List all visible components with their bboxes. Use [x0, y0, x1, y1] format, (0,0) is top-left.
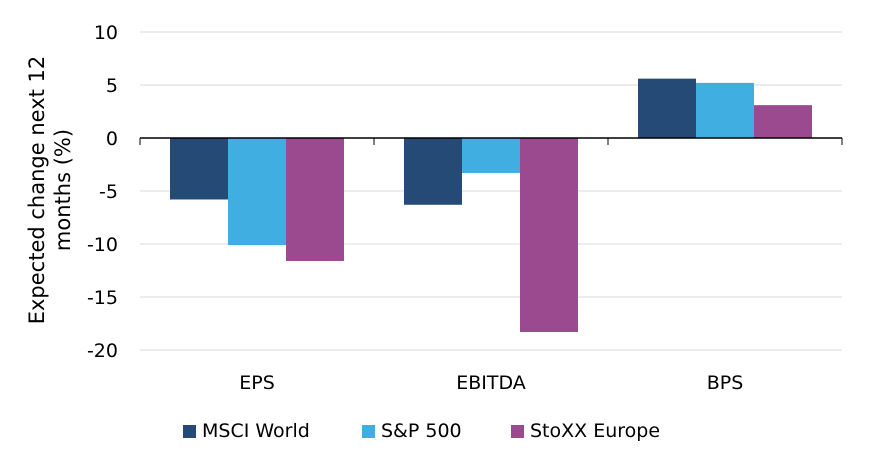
y-tick-labels: -20 -15 -10 -5 0 5 10	[87, 22, 118, 362]
legend-item-msci-world: MSCI World	[183, 418, 310, 444]
legend-label-stoxx-europe: StoXX Europe	[530, 420, 661, 442]
y-tick-label: -20	[87, 340, 118, 362]
legend-swatch-sp500	[362, 424, 375, 438]
legend-label-sp500: S&P 500	[381, 420, 462, 442]
y-tick-label: 10	[94, 22, 118, 44]
y-axis-title-line: Expected change next 12	[25, 56, 49, 325]
bar-eps-1	[228, 138, 286, 246]
x-category-label: EPS	[239, 372, 275, 394]
bar-ebitda-2	[520, 138, 578, 332]
x-category-label: BPS	[707, 372, 744, 394]
bar-bps-2	[754, 105, 812, 138]
bar-ebitda-1	[462, 138, 520, 173]
bar-bps-1	[696, 82, 754, 138]
bar-ebitda-0	[404, 138, 462, 205]
legend: MSCI World S&P 500 StoXX Europe	[0, 412, 876, 452]
bar-bps-0	[638, 78, 696, 138]
y-tick-label: 5	[106, 75, 118, 97]
y-axis-title: Expected change next 12months (%)	[25, 56, 75, 325]
legend-swatch-stoxx-europe	[511, 424, 524, 438]
legend-item-stoxx-europe: StoXX Europe	[511, 418, 660, 444]
y-tick-label: -10	[87, 234, 118, 256]
y-axis-title-line: months (%)	[51, 129, 75, 251]
axes	[139, 137, 843, 145]
y-tick-label: -5	[99, 181, 118, 203]
legend-label-msci-world: MSCI World	[202, 420, 310, 442]
bar-eps-2	[286, 138, 344, 261]
x-category-labels: EPS EBITDA BPS	[239, 372, 743, 394]
legend-item-sp500: S&P 500	[362, 418, 462, 444]
legend-swatch-msci-world	[183, 424, 196, 438]
bar-chart: -20 -15 -10 -5 0 5 10 EPS EBITDA BPS Expected ch…	[25, 22, 843, 394]
bars	[170, 78, 812, 332]
y-tick-label: 0	[106, 128, 118, 150]
y-tick-label: -15	[87, 287, 118, 309]
bar-eps-0	[170, 138, 228, 200]
x-category-label: EBITDA	[456, 372, 526, 394]
